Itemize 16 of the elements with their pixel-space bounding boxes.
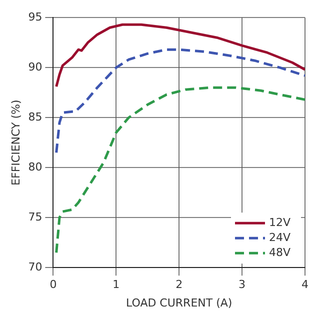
y-tick-label: 80	[28, 160, 42, 174]
x-tick-label: 2	[176, 278, 183, 292]
y-tick-label: 75	[28, 210, 42, 224]
legend-label: 48V	[269, 246, 291, 259]
x-axis-title: LOAD CURRENT (A)	[126, 296, 232, 310]
y-tick-label: 90	[28, 60, 42, 74]
y-tick-label: 70	[28, 260, 42, 274]
x-tick-label: 3	[238, 278, 246, 292]
y-axis-title: EFFICIENCY (%)	[9, 100, 22, 186]
legend-label: 24V	[269, 230, 291, 244]
x-tick-label: 0	[50, 278, 57, 292]
x-tick-label: 1	[112, 278, 120, 292]
x-tick-label: 4	[302, 278, 308, 292]
legend-label: 12V	[269, 216, 291, 229]
y-tick-label: 85	[28, 110, 42, 124]
y-tick-label: 95	[28, 10, 42, 24]
